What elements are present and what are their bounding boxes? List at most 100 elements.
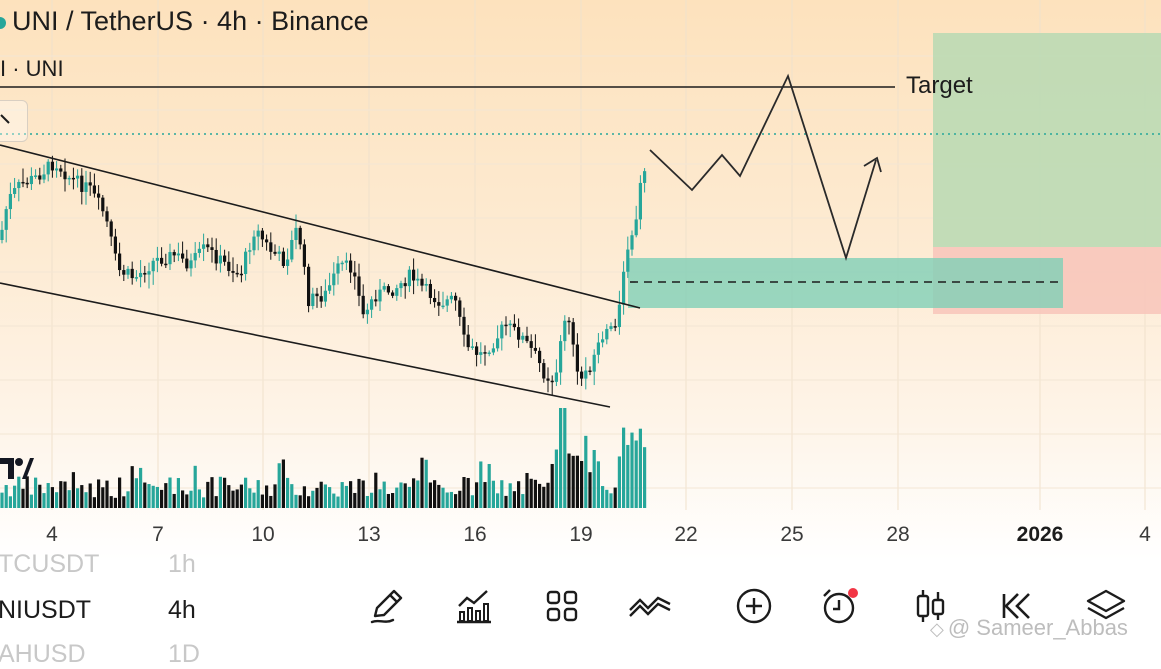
volume-bar <box>542 486 546 508</box>
volume-bar <box>113 497 117 508</box>
volume-bar <box>319 481 323 508</box>
candle <box>256 230 260 237</box>
candle <box>273 251 277 254</box>
candle <box>231 270 235 273</box>
candle <box>88 182 92 186</box>
volume-bar <box>311 490 315 508</box>
volume-bar <box>533 479 537 508</box>
volume-bar <box>277 463 281 508</box>
volume-bar <box>525 472 529 508</box>
volume-bar <box>8 496 12 508</box>
volume-bar <box>344 485 348 508</box>
watchlist-item-active[interactable]: NIUSDT <box>0 596 91 625</box>
candle <box>244 251 248 275</box>
volume-bar <box>185 494 189 508</box>
volume-bar <box>332 493 336 508</box>
volume-bar <box>218 476 222 508</box>
volume-bar <box>458 490 462 508</box>
candle <box>361 295 365 315</box>
volume-bar <box>395 487 399 508</box>
volume-bar <box>244 477 248 508</box>
volume-bar <box>538 483 542 508</box>
volume-bar <box>630 432 634 508</box>
candle <box>55 168 59 171</box>
volume-bar <box>496 493 500 508</box>
x-tick-label: 19 <box>569 523 593 546</box>
volume-bar <box>403 483 407 508</box>
volume-bar <box>353 492 357 508</box>
volume-bar <box>605 489 609 508</box>
volume-bar <box>601 486 605 508</box>
chevron-icon <box>0 114 10 124</box>
add-button[interactable] <box>732 584 776 628</box>
candle <box>391 292 395 296</box>
chart-area[interactable]: UNI / TetherUS · 4h · Binance I · UNI Ta… <box>0 0 1161 560</box>
chart-type-button[interactable] <box>908 584 952 628</box>
candle <box>567 320 571 323</box>
volume-bar <box>512 491 516 508</box>
volume-bar <box>139 467 143 508</box>
volume-bar <box>265 485 269 508</box>
candle <box>139 272 143 278</box>
layers-icon <box>1086 589 1126 620</box>
candle <box>571 322 575 345</box>
volume-bar <box>483 482 487 508</box>
volume-bar <box>281 459 285 508</box>
volume-bar <box>340 482 344 508</box>
volume-bar <box>424 459 428 508</box>
x-tick-label: 13 <box>357 523 381 546</box>
alert-button[interactable] <box>818 584 862 628</box>
volume-bar <box>273 484 277 508</box>
candle <box>370 299 374 310</box>
volume-bar <box>592 450 596 508</box>
candle <box>407 269 411 287</box>
layers-button[interactable] <box>1084 584 1128 628</box>
volume-bar <box>521 494 525 508</box>
volume-bar <box>580 461 584 508</box>
volume-bar <box>189 490 193 508</box>
candle <box>307 266 311 307</box>
volume-bar <box>626 444 630 508</box>
compare-button[interactable] <box>628 584 672 628</box>
volume-bar <box>315 487 319 508</box>
candle <box>260 230 264 240</box>
candle <box>399 283 403 289</box>
candle <box>584 370 588 379</box>
collapse-legend-button[interactable] <box>0 100 28 142</box>
volume-bar <box>92 497 96 508</box>
watchlist-item[interactable]: AHUSD <box>0 640 86 669</box>
volume-bar <box>588 472 592 508</box>
x-tick-label: 10 <box>251 523 275 546</box>
candle <box>449 295 453 300</box>
volume-bar <box>155 486 159 508</box>
drawing-tool-button[interactable] <box>365 584 409 628</box>
position-zones <box>628 33 1161 314</box>
volume-bar <box>256 480 260 508</box>
volume-bar <box>370 492 374 508</box>
volume-bar <box>223 477 227 508</box>
indicators-button[interactable] <box>452 584 496 628</box>
chart-title[interactable]: UNI / TetherUS · 4h · Binance <box>0 6 369 37</box>
volume-bar <box>4 485 8 508</box>
candle <box>126 268 130 275</box>
candle <box>483 352 487 354</box>
candle <box>340 262 344 265</box>
price-chart[interactable] <box>0 0 1161 560</box>
volume-bar <box>365 495 369 508</box>
candle <box>206 244 210 248</box>
volume-bar <box>80 485 84 508</box>
volume-bar <box>508 483 512 508</box>
volume-bar <box>433 480 437 508</box>
volume-bar <box>563 408 567 508</box>
watchlist-item[interactable]: TCUSDT <box>0 550 99 579</box>
candle <box>160 257 164 264</box>
volume-bar <box>575 455 579 508</box>
candle <box>353 272 357 277</box>
indicator-legend[interactable]: I · UNI <box>0 56 64 81</box>
replay-button[interactable] <box>996 584 1040 628</box>
target-label: Target <box>906 72 973 99</box>
layouts-button[interactable] <box>540 584 584 628</box>
candle <box>239 273 243 276</box>
watchlist-symbol: NIUSDT <box>0 596 92 624</box>
volume-bar <box>29 494 33 508</box>
